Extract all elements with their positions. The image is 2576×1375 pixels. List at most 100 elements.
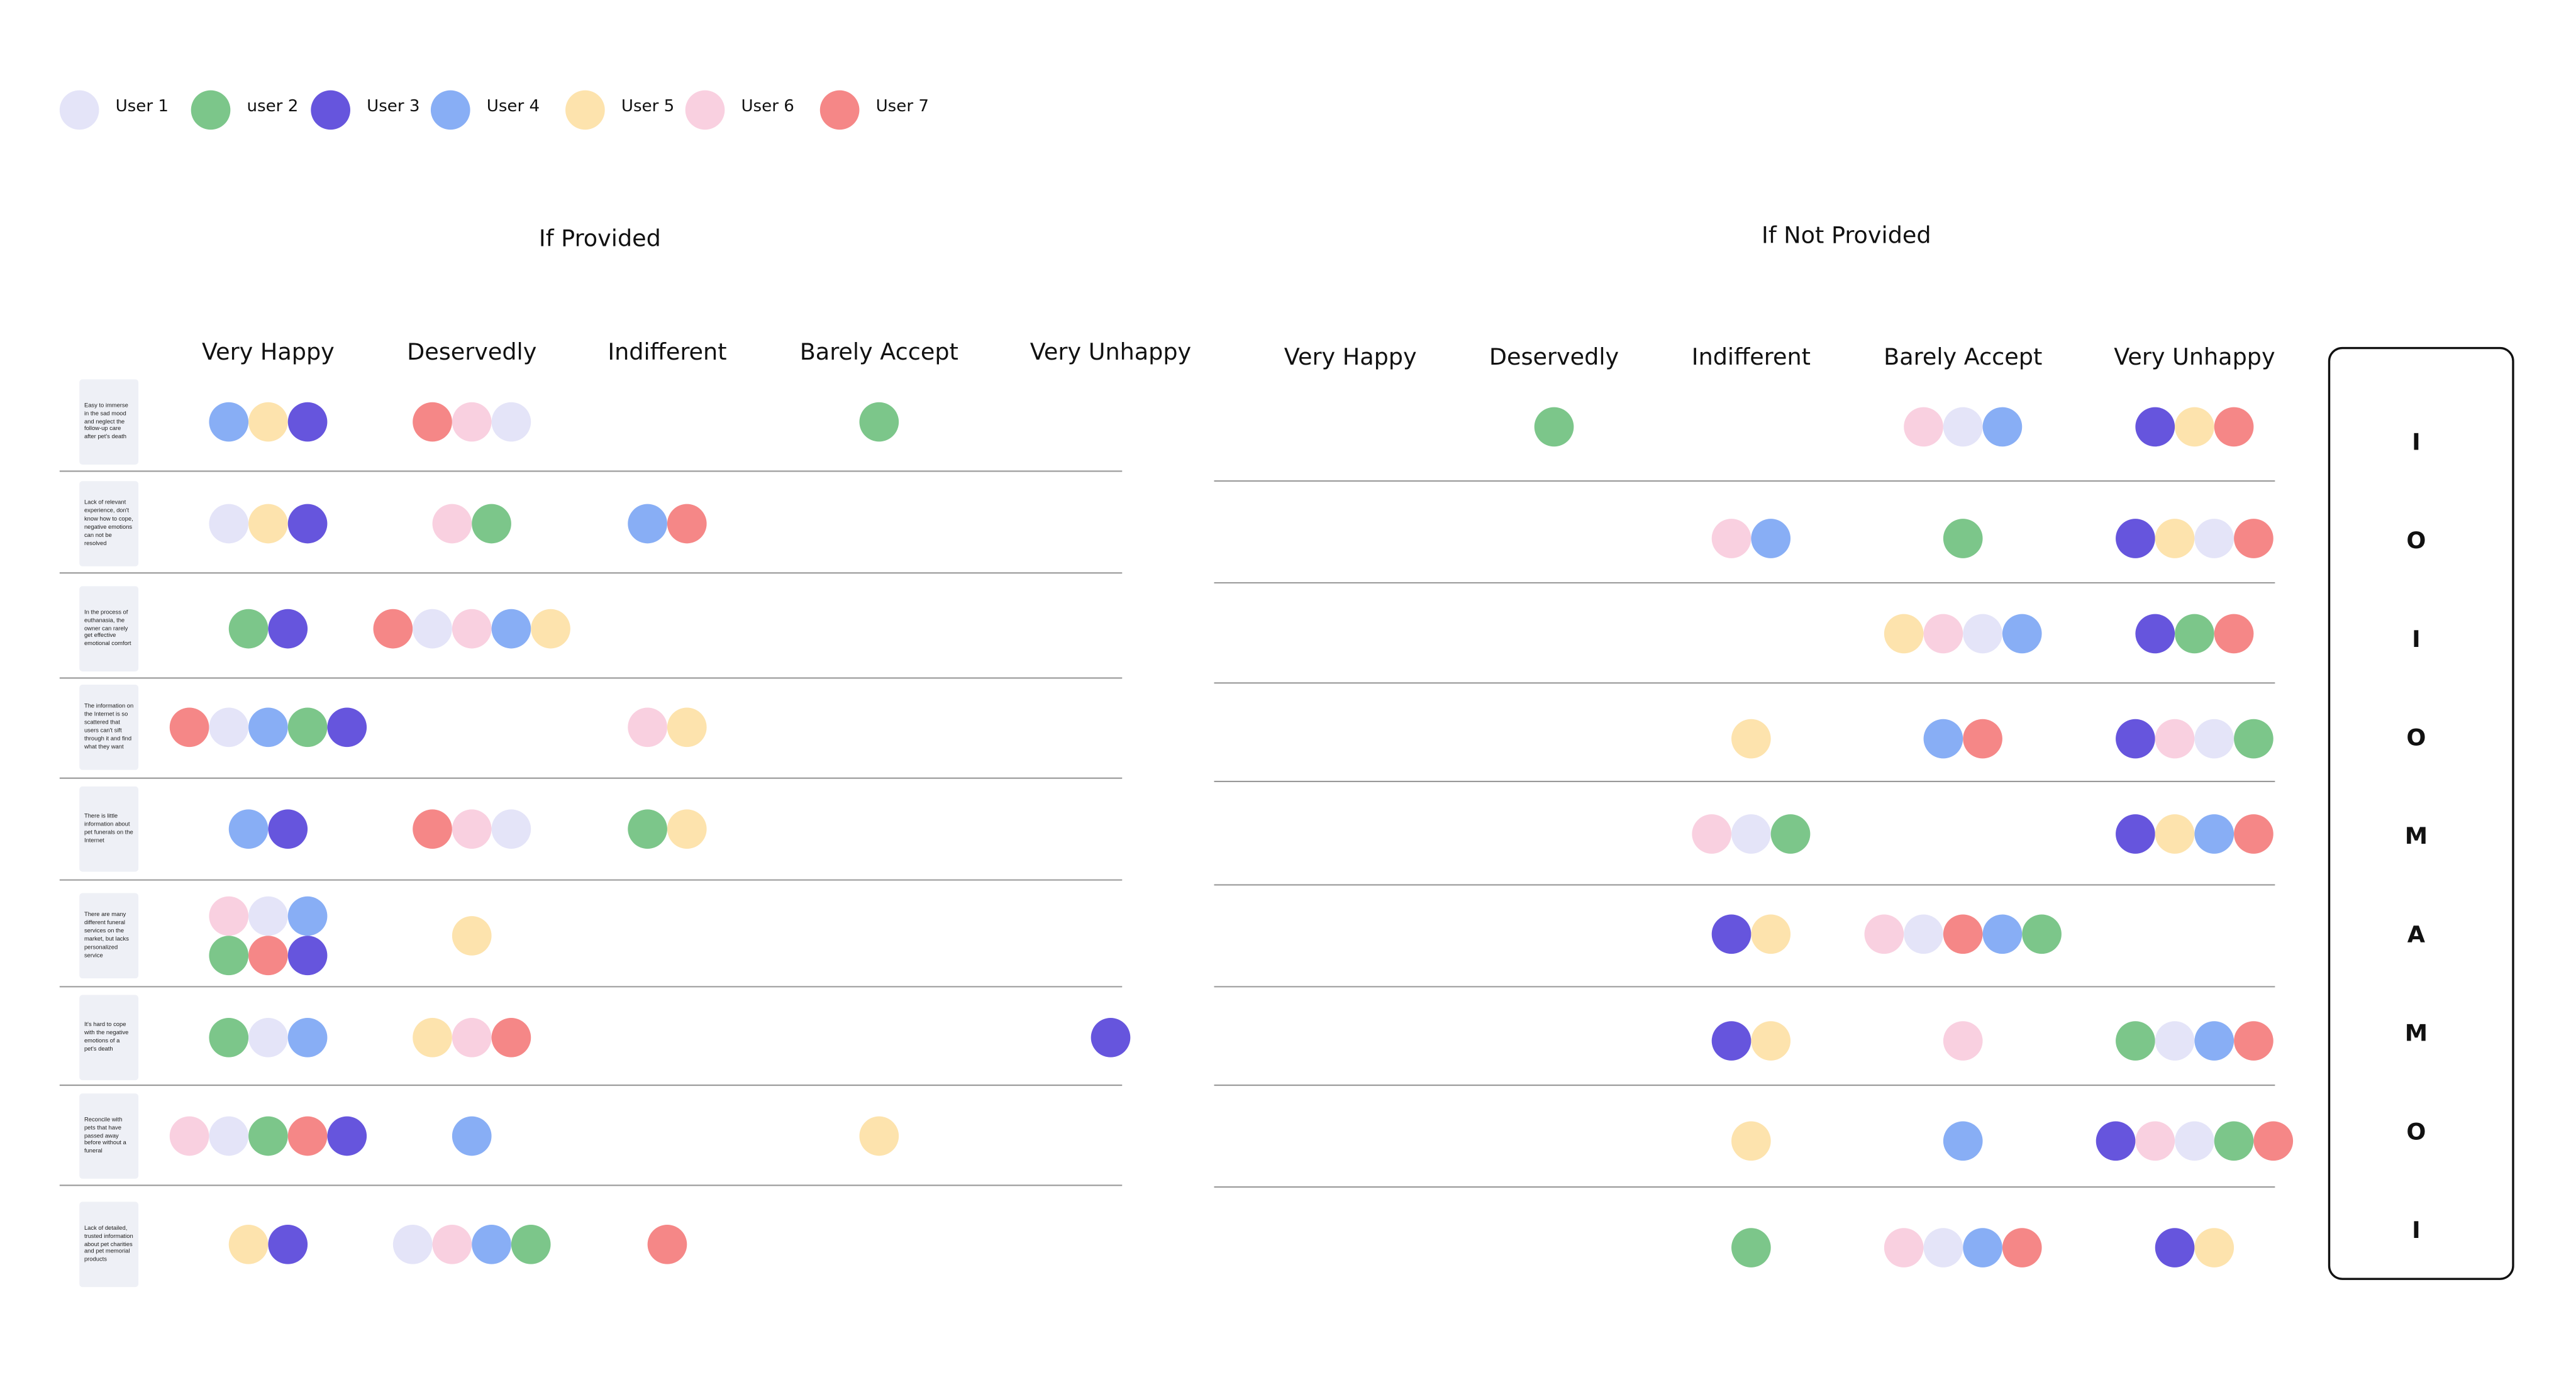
user-dot (2253, 1121, 2294, 1161)
user-dot (859, 402, 899, 442)
user-dot (491, 1017, 531, 1057)
feature-text: Lack of detailed, trusted information ab… (79, 1201, 139, 1288)
legend-label: User 3 (367, 97, 419, 116)
feature-text: Lack of relevant experience, don't know … (79, 481, 139, 566)
user-dot (2155, 1021, 2195, 1061)
feature-text: The information on the Internet is so sc… (79, 684, 139, 770)
user-dot (1692, 814, 1732, 854)
user-dot (228, 809, 269, 849)
result-letter: O (2406, 1118, 2426, 1145)
user-dot (1751, 914, 1791, 954)
user-dot (667, 504, 707, 544)
user-dot (452, 1116, 492, 1156)
legend-label: User 6 (741, 97, 794, 116)
user-dot (2155, 814, 2195, 854)
user-dot (1943, 407, 1983, 447)
user-dot (248, 707, 288, 748)
user-dot (1982, 407, 2023, 447)
user-dot (452, 809, 492, 849)
user-dot (2214, 614, 2254, 654)
user-dot (1963, 1228, 2002, 1267)
column-header: Very Unhappy (1030, 338, 1191, 365)
user-dot (2234, 519, 2273, 558)
user-dot (1982, 914, 2023, 954)
user-dot (327, 1116, 367, 1156)
user-dot (2116, 1021, 2155, 1061)
feature-card: Easy to immerse in the sad mood and negl… (79, 379, 139, 465)
user-dot (392, 1224, 433, 1264)
user-dot (1751, 519, 1791, 558)
user-dot (2194, 1021, 2235, 1061)
legend-label: User 5 (621, 97, 674, 116)
result-letter: I (2412, 626, 2421, 653)
column-header: Deservedly (407, 338, 536, 365)
user-dot (1904, 914, 1943, 954)
user-dot (2002, 614, 2042, 654)
user-dot (1770, 814, 1811, 854)
user-dot (1731, 814, 1771, 854)
user-dot (667, 809, 707, 849)
user-dot (647, 1224, 687, 1264)
user-dot (491, 402, 531, 442)
legend-dot (59, 90, 99, 130)
legend-label: user 2 (247, 97, 298, 116)
user-dot (1963, 614, 2002, 654)
user-dot (628, 809, 667, 849)
user-dot (2116, 519, 2155, 558)
user-dot (327, 707, 367, 748)
user-dot (287, 707, 328, 748)
user-dot (1923, 719, 1963, 759)
feature-text: In the process of euthanasia, the owner … (79, 586, 139, 671)
feature-card: There is little information about pet fu… (79, 786, 139, 872)
user-dot (511, 1224, 551, 1264)
user-dot (2234, 719, 2273, 759)
user-dot (452, 1017, 492, 1057)
user-dot (2175, 1121, 2214, 1161)
user-dot (169, 707, 209, 748)
user-dot (287, 936, 328, 976)
legend-label: User 7 (876, 97, 929, 116)
user-dot (268, 1224, 308, 1264)
legend-dot (819, 90, 860, 130)
user-dot (268, 809, 308, 849)
user-dot (667, 707, 707, 748)
user-dot (2155, 719, 2195, 759)
user-dot (2096, 1121, 2136, 1161)
user-dot (2194, 814, 2235, 854)
user-dot (209, 1116, 249, 1156)
user-dot (432, 504, 472, 544)
user-dot (452, 916, 492, 956)
user-dot (248, 504, 288, 544)
column-header: Very Unhappy (2114, 343, 2275, 370)
feature-card: It's hard to cope with the negative emot… (79, 995, 139, 1081)
user-dot (228, 1224, 269, 1264)
user-dot (1864, 914, 1904, 954)
legend-dot (191, 90, 231, 130)
user-dot (413, 609, 452, 649)
user-dot (1751, 1021, 1791, 1061)
user-dot (2116, 719, 2155, 759)
user-dot (491, 809, 531, 849)
user-dot (1731, 719, 1771, 759)
user-dot (1904, 407, 1943, 447)
user-dot (248, 402, 288, 442)
user-dot (248, 936, 288, 976)
user-dot (413, 809, 452, 849)
user-dot (413, 402, 452, 442)
user-dot (531, 609, 570, 649)
feature-text: Reconcile with pets that have passed awa… (79, 1093, 139, 1179)
feature-card: Reconcile with pets that have passed awa… (79, 1093, 139, 1179)
feature-card: Lack of relevant experience, don't know … (79, 481, 139, 566)
user-dot (2022, 914, 2062, 954)
user-dot (472, 504, 511, 544)
user-dot (491, 609, 531, 649)
user-dot (413, 1017, 452, 1057)
user-dot (2234, 1021, 2273, 1061)
column-header: Deservedly (1489, 343, 1619, 370)
column-header: Very Happy (1284, 343, 1417, 370)
user-dot (472, 1224, 511, 1264)
column-header: Indifferent (1692, 343, 1811, 370)
feature-card: There are many different funeral service… (79, 893, 139, 979)
result-letter: O (2406, 527, 2426, 554)
user-dot (1091, 1017, 1131, 1057)
